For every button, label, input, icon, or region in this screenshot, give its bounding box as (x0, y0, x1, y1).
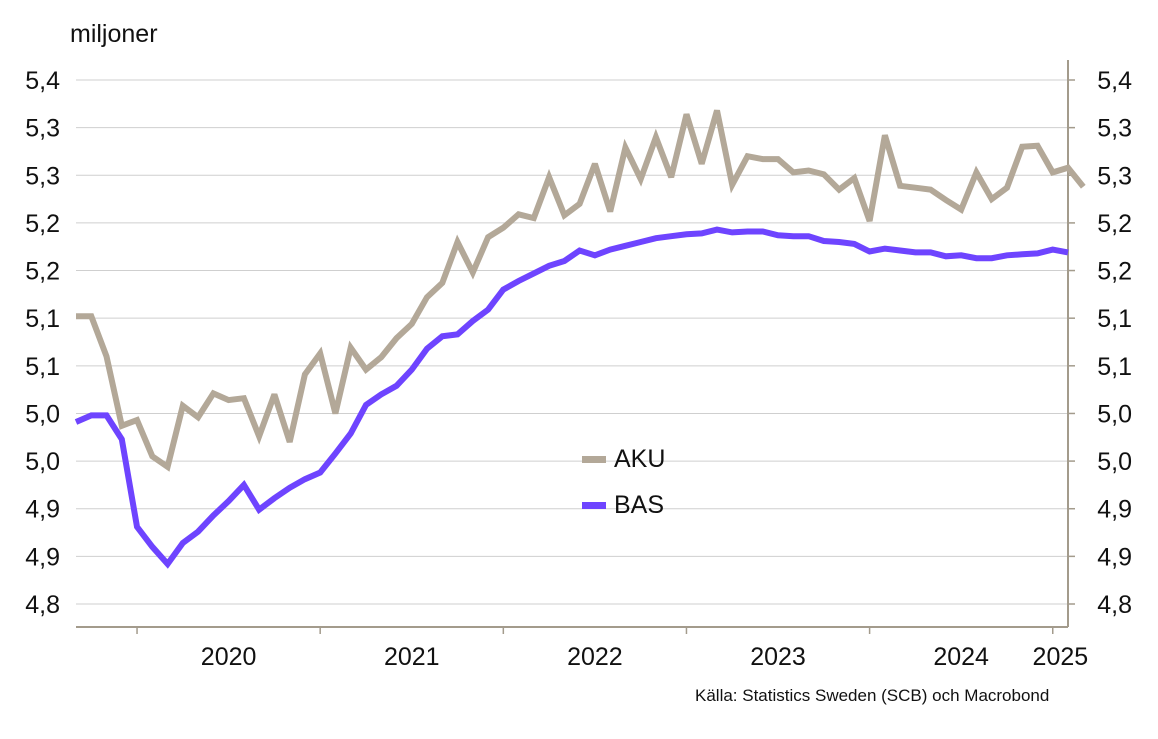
y-tick-label-right: 4,8 (1097, 591, 1132, 619)
x-tick-label: 2024 (933, 643, 989, 671)
series-line-aku (76, 109, 1086, 472)
y-tick-label-right: 5,2 (1097, 210, 1132, 238)
y-tick-label-right: 5,3 (1097, 115, 1132, 143)
y-tick-label-right: 4,9 (1097, 496, 1132, 524)
x-tick-label: 2021 (384, 643, 440, 671)
y-tick-label-right: 5,1 (1097, 305, 1132, 333)
series-lines (74, 109, 1086, 569)
legend-label-bas: BAS (614, 490, 665, 519)
y-tick-label-right: 5,3 (1097, 162, 1132, 190)
axes (76, 60, 1069, 628)
y-tick-label-left: 4,9 (25, 543, 60, 571)
x-axis-ticks: 2020 2021 2022 2023 2024 2025 (136, 627, 1089, 671)
y-tick-label-left: 4,8 (25, 591, 60, 619)
y-axis-left-ticks: 4,8 4,9 4,9 5,0 5,0 5,1 5,1 5,2 5,2 5,3 5,3 5,4 (25, 67, 60, 619)
y-tick-label-left: 5,3 (25, 162, 60, 190)
x-tick-label: 2023 (750, 643, 806, 671)
y-tick-label-left: 5,1 (25, 305, 60, 333)
y-axis-right-ticks: 4,8 4,9 4,9 5,0 5,0 5,1 5,1 5,2 5,2 5,3 5,3 5,4 (1068, 67, 1132, 619)
legend-item-aku: AKU (582, 436, 665, 482)
source-note: Källa: Statistics Sweden (SCB) och Macro… (695, 686, 1050, 705)
y-tick-label-left: 5,0 (25, 448, 60, 476)
x-tick-label: 2022 (567, 643, 623, 671)
legend-swatch-bas (582, 501, 606, 509)
y-tick-label-left: 5,3 (25, 115, 60, 143)
legend-label-aku: AKU (614, 444, 666, 473)
y-tick-label-left: 5,4 (25, 67, 60, 95)
y-tick-label-right: 5,4 (1097, 67, 1132, 95)
x-tick-label: 2020 (201, 643, 257, 671)
y-tick-label-left: 5,2 (25, 258, 60, 286)
legend: AKU BAS (582, 436, 665, 528)
y-tick-label-right: 5,1 (1097, 353, 1132, 381)
y-axis-unit-label: miljoner (70, 20, 158, 48)
y-tick-label-left: 5,2 (25, 210, 60, 238)
y-tick-label-right: 5,2 (1097, 258, 1132, 286)
series-line-bas (74, 226, 1069, 569)
y-tick-label-left: 5,0 (25, 400, 60, 428)
y-tick-label-right: 5,0 (1097, 448, 1132, 476)
x-tick-label: 2025 (1033, 643, 1089, 671)
y-tick-label-right: 4,9 (1097, 543, 1132, 571)
y-tick-label-right: 5,0 (1097, 400, 1132, 428)
legend-swatch-aku (582, 455, 606, 463)
legend-item-bas: BAS (582, 482, 665, 528)
gridlines (76, 79, 1068, 605)
y-tick-label-left: 4,9 (25, 496, 60, 524)
y-tick-label-left: 5,1 (25, 353, 60, 381)
